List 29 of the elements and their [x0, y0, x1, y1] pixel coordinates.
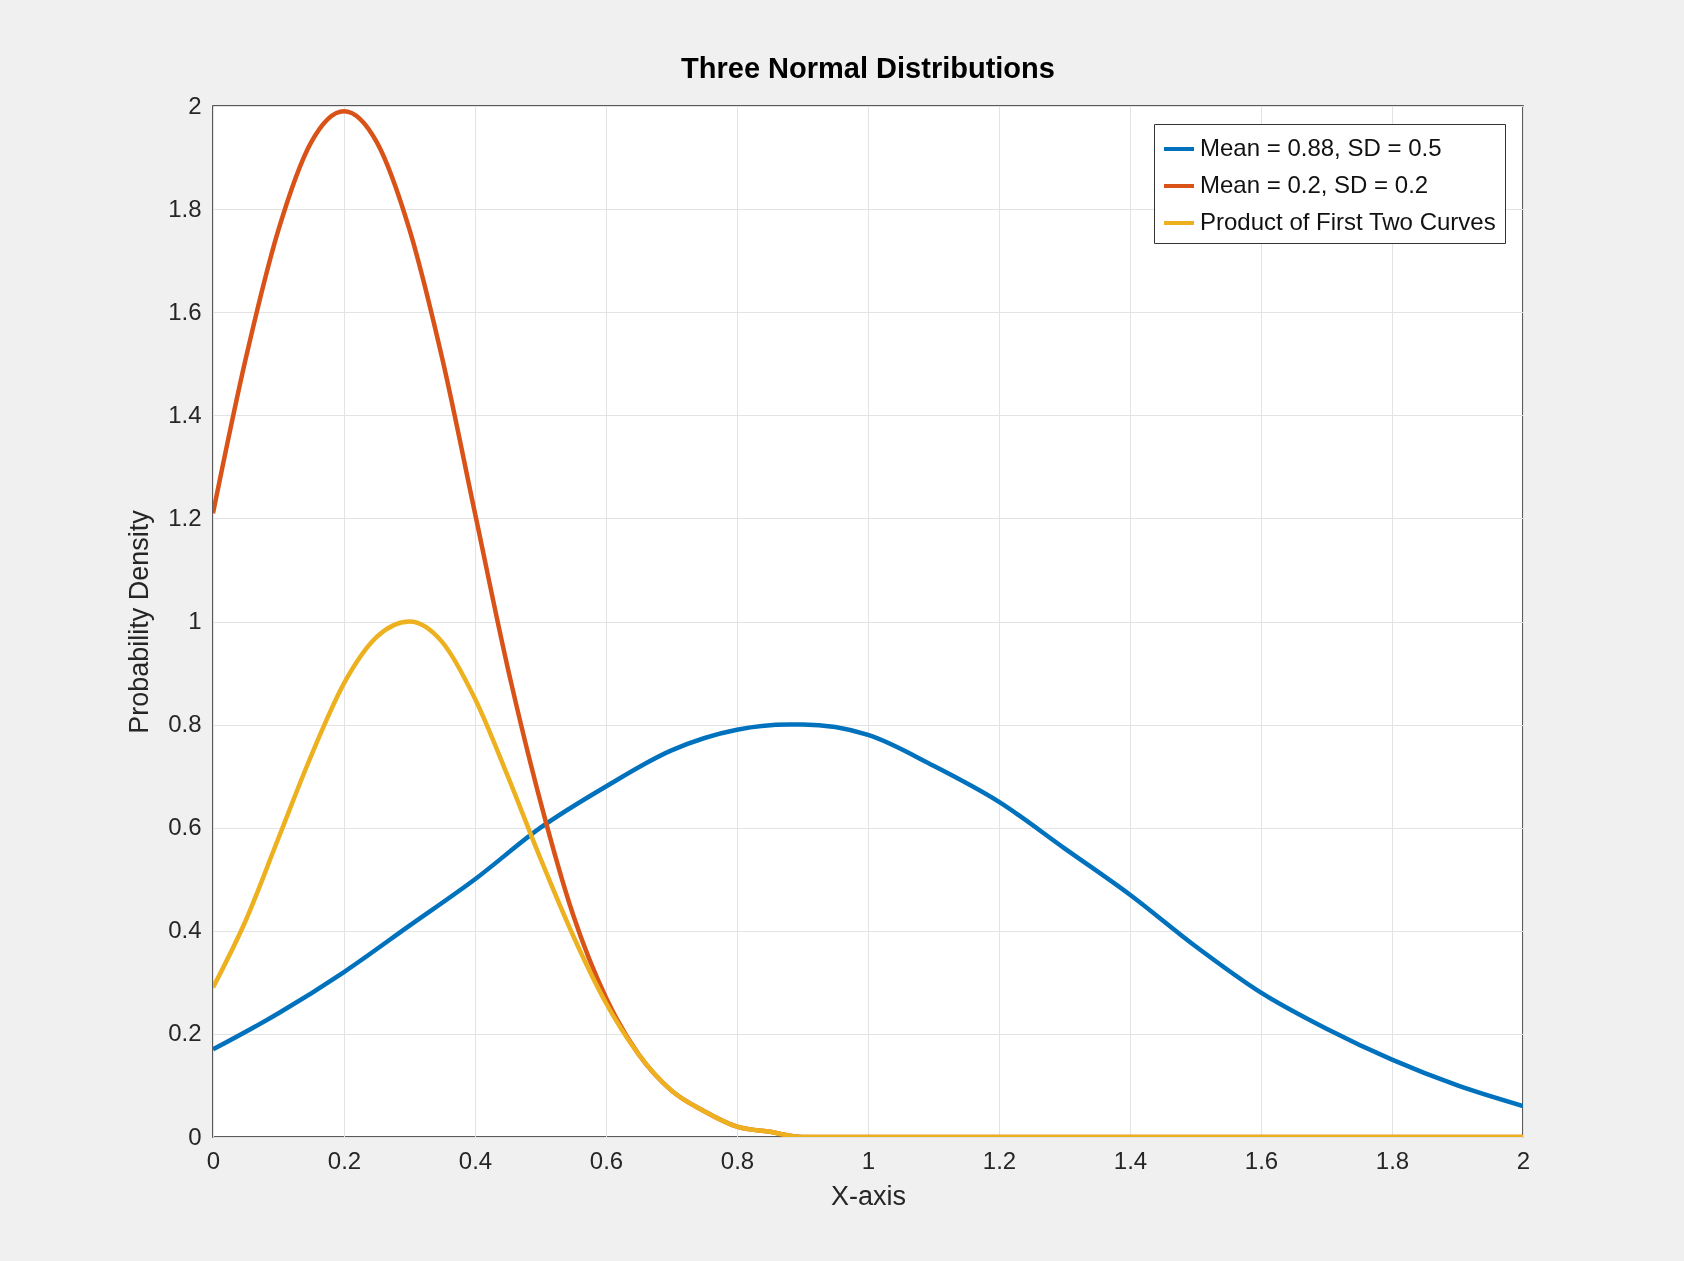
legend-label: Product of First Two Curves — [1200, 208, 1496, 235]
y-tick-label: 1.6 — [168, 297, 202, 325]
x-tick-label: 1 — [861, 1146, 876, 1174]
x-tick-label: 1.8 — [1375, 1146, 1410, 1174]
y-tick-label: 0.6 — [168, 813, 202, 841]
y-axis-title: Probability Density — [124, 509, 155, 734]
legend-label: Mean = 0.2, SD = 0.2 — [1200, 171, 1429, 198]
y-tick-label: 1.4 — [168, 400, 202, 428]
x-tick-label: 1.2 — [982, 1146, 1017, 1174]
chart-title: Three Normal Distributions — [681, 52, 1055, 84]
x-tick-label: 1.4 — [1113, 1146, 1148, 1174]
y-tick-label: 0 — [188, 1122, 202, 1150]
y-tick-label: 1.2 — [168, 503, 202, 531]
line-series — [213, 722, 1523, 1109]
x-tick-label: 0.2 — [327, 1146, 362, 1174]
x-tick-label: 2 — [1516, 1146, 1531, 1174]
x-tick-label: 0 — [206, 1146, 221, 1174]
y-tick-label: 1.8 — [168, 194, 202, 222]
x-tick-label: 1.6 — [1244, 1146, 1279, 1174]
x-tick-label: 0.6 — [589, 1146, 624, 1174]
x-tick-label: 0.8 — [720, 1146, 755, 1174]
y-tick-label: 0.8 — [168, 710, 202, 738]
y-tick-label: 0.4 — [168, 916, 202, 944]
y-tick-label: 0.2 — [168, 1019, 202, 1047]
y-tick-label: 1 — [188, 607, 202, 634]
x-tick-label: 0.4 — [458, 1146, 493, 1174]
x-axis-title: X-axis — [830, 1180, 907, 1211]
legend-label: Mean = 0.88, SD = 0.5 — [1200, 134, 1442, 161]
y-tick-label: 2 — [188, 91, 202, 119]
